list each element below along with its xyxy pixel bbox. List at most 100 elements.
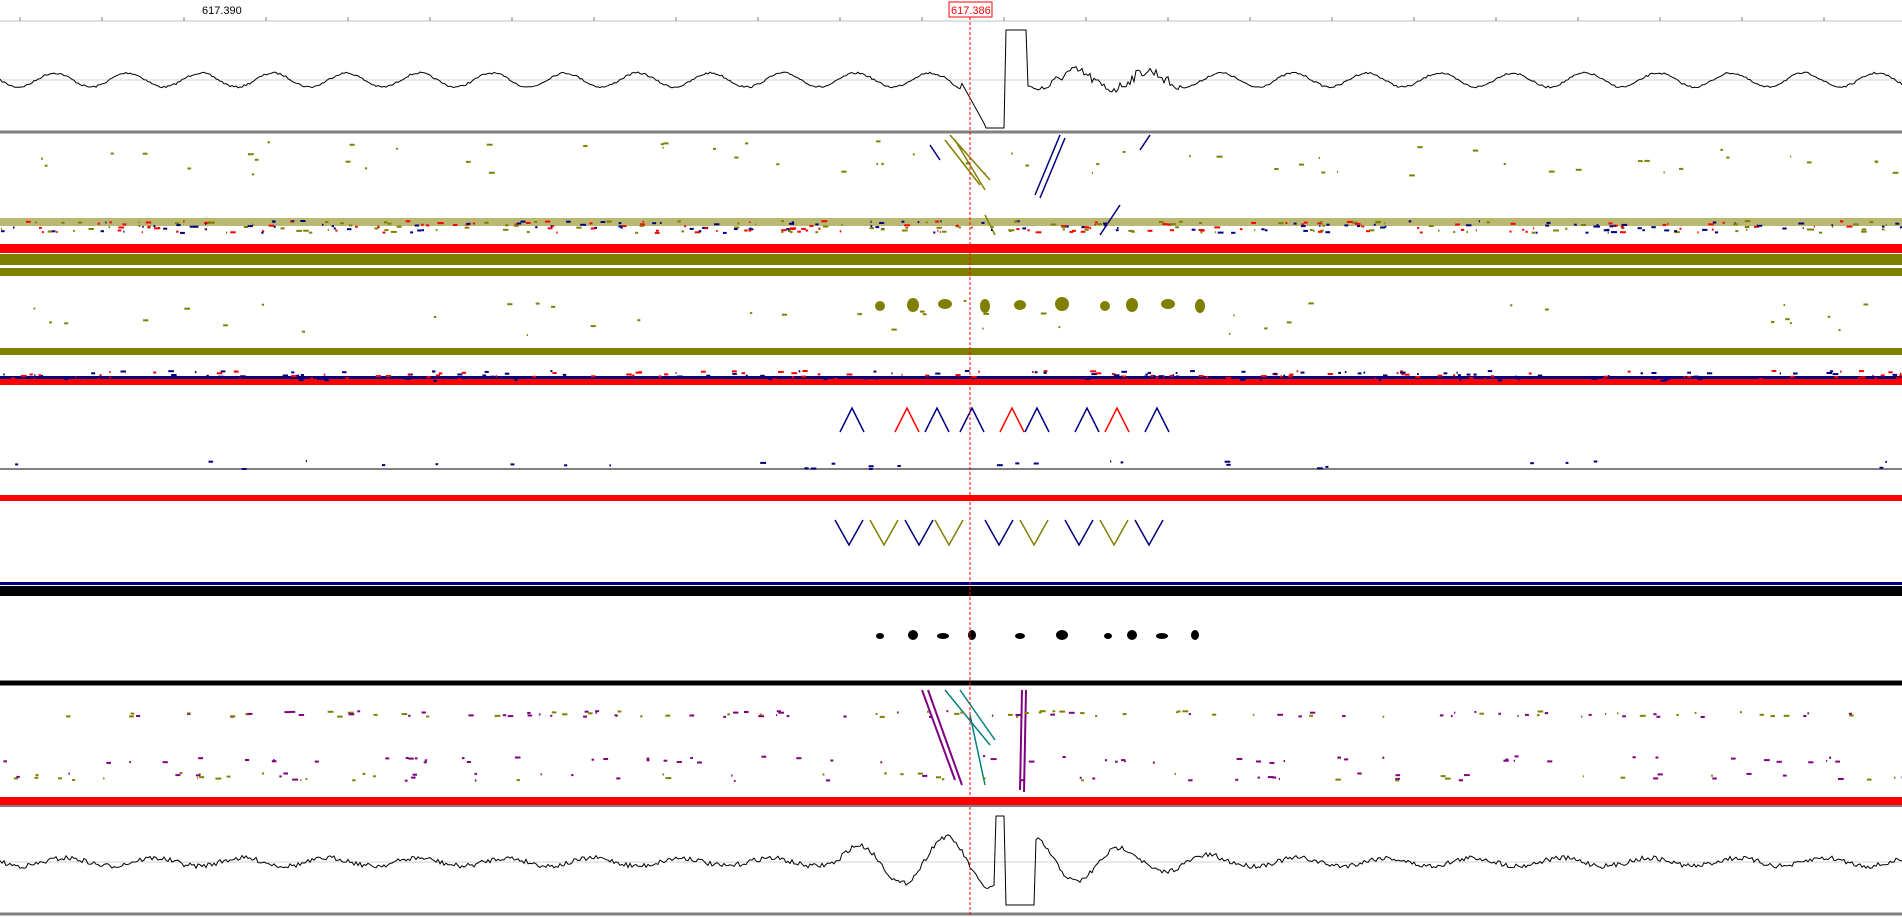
- olive-scatter-point: [1565, 227, 1568, 230]
- blue-scatter-points: [3, 370, 1902, 470]
- purple-scatter-point: [72, 779, 76, 781]
- blue-scatter-point: [239, 377, 241, 379]
- olive-scatter-point: [713, 147, 716, 150]
- olive-scatter-point: [788, 230, 791, 232]
- purple-scatter-point: [314, 760, 319, 763]
- olive-scatter-point: [1080, 230, 1086, 233]
- olive-scatter-point: [349, 143, 355, 146]
- olive-channel-panel[interactable]: [0, 134, 1902, 355]
- purple-scatter-point: [66, 715, 71, 718]
- blue-scatter-point: [1892, 373, 1898, 376]
- purple-scatter-point: [776, 714, 778, 717]
- distance-ruler[interactable]: 617.390 617.386: [0, 0, 1902, 22]
- blue-scatter-point: [1515, 375, 1517, 378]
- olive-scatter-point: [364, 167, 368, 170]
- olive-scatter-point: [322, 223, 324, 226]
- purple-streak: [1023, 689, 1027, 793]
- purple-scatter-point: [1024, 712, 1029, 714]
- blue-scatter-point: [3, 373, 5, 376]
- black-hyperbola-mark: [1056, 630, 1068, 640]
- purple-streak: [921, 689, 956, 781]
- olive-scatter-point: [971, 226, 973, 229]
- blue-scatter-point: [153, 371, 157, 374]
- olive-scatter-point: [1509, 230, 1512, 233]
- purple-scatter-point: [690, 757, 693, 759]
- purple-scatter-point: [1256, 760, 1261, 763]
- blue-scatter-point: [828, 376, 832, 379]
- purple-teal-streaks: [921, 689, 1027, 793]
- purple-scatter-point: [1893, 776, 1896, 779]
- purple-scatter-point: [1177, 710, 1181, 713]
- olive-scatter-point: [1103, 224, 1107, 227]
- purple-scatter-point: [731, 774, 733, 777]
- blue-scatter-point: [109, 376, 112, 379]
- purple-scatter-point: [1059, 710, 1065, 713]
- olive-scatter-point: [333, 227, 336, 230]
- ruler-ticks: [19, 17, 1825, 21]
- olive-scatter-point: [254, 158, 259, 161]
- olive-scatter-point: [410, 231, 414, 234]
- olive-scatter-point: [1301, 223, 1305, 226]
- blue-scatter-point: [240, 375, 246, 378]
- purple-scatter-point: [1694, 711, 1697, 714]
- purple-scatter-point: [162, 761, 168, 764]
- olive-scatter-point: [41, 231, 44, 234]
- olive-scatter-point: [39, 226, 42, 229]
- purple-scatter-point: [1212, 713, 1217, 716]
- purple-scatter-point: [744, 711, 749, 713]
- olive-scatter-point: [1831, 224, 1833, 227]
- blue-scatter-point: [317, 378, 324, 380]
- blue-chevron: [1144, 406, 1170, 433]
- olive-band-2: [0, 268, 1902, 276]
- olive-scatter-point: [1818, 231, 1823, 234]
- olive-scatter-point: [345, 160, 351, 163]
- purple-scatter-point: [1826, 759, 1828, 762]
- bottom-waveform-panel[interactable]: [0, 815, 1902, 906]
- purple-scatter-point: [662, 773, 665, 776]
- blue-channel-panel-a[interactable]: [0, 370, 1902, 470]
- purple-scatter-point: [411, 776, 416, 779]
- olive-scatter-point: [755, 223, 756, 226]
- red-reference-band-4: [0, 797, 1902, 805]
- blue-scatter-point: [1899, 377, 1902, 380]
- black-channel-panel[interactable]: [0, 586, 1902, 640]
- blue-scatter-point: [1288, 375, 1293, 378]
- blue-scatter-point: [1497, 379, 1503, 382]
- olive-scatter-point: [1522, 228, 1525, 231]
- purple-scatter-point: [1016, 715, 1019, 718]
- teal-streak: [944, 689, 991, 746]
- blue-scatter-point: [1043, 371, 1047, 374]
- purple-scatter-point: [1182, 710, 1189, 713]
- purple-channel-panel[interactable]: [0, 689, 1902, 805]
- blue-scatter-point: [1473, 375, 1475, 378]
- olive-scatter-point: [983, 172, 986, 175]
- blue-scatter-point: [1687, 371, 1691, 374]
- blue-scatter-point: [1857, 376, 1861, 379]
- blue-scatter-point: [832, 378, 839, 381]
- blue-scatter-point: [792, 376, 794, 379]
- olive-scatter-point: [1885, 223, 1887, 226]
- purple-scatter-point: [843, 715, 847, 718]
- purple-scatter-point: [583, 715, 587, 718]
- top-waveform-panel[interactable]: [0, 29, 1902, 129]
- blue-scatter-point: [1239, 378, 1246, 381]
- purple-scatter-point: [1309, 714, 1314, 717]
- olive-scatter-point: [13, 226, 15, 229]
- blue-scatter-point: [208, 460, 214, 463]
- olive-scatter-point: [0, 227, 3, 230]
- olive-scatter-point: [464, 226, 470, 229]
- purple-scatter-point: [825, 779, 831, 782]
- olive-scatter-point: [1754, 225, 1760, 228]
- blue-channel-panel-b[interactable]: [0, 495, 1902, 585]
- olive-scatter-point: [1091, 172, 1093, 175]
- purple-scatter-point: [1712, 777, 1717, 780]
- purple-scatter-point: [408, 757, 414, 760]
- purple-scatter-point: [1474, 711, 1477, 713]
- olive-scatter-point: [187, 167, 192, 170]
- blue-scatter-point: [64, 378, 68, 381]
- purple-scatter-point: [1653, 713, 1657, 716]
- olive-scatter-point: [1651, 226, 1656, 229]
- olive-scatter-point: [189, 225, 196, 228]
- olive-hyperbola-mark: [907, 298, 919, 312]
